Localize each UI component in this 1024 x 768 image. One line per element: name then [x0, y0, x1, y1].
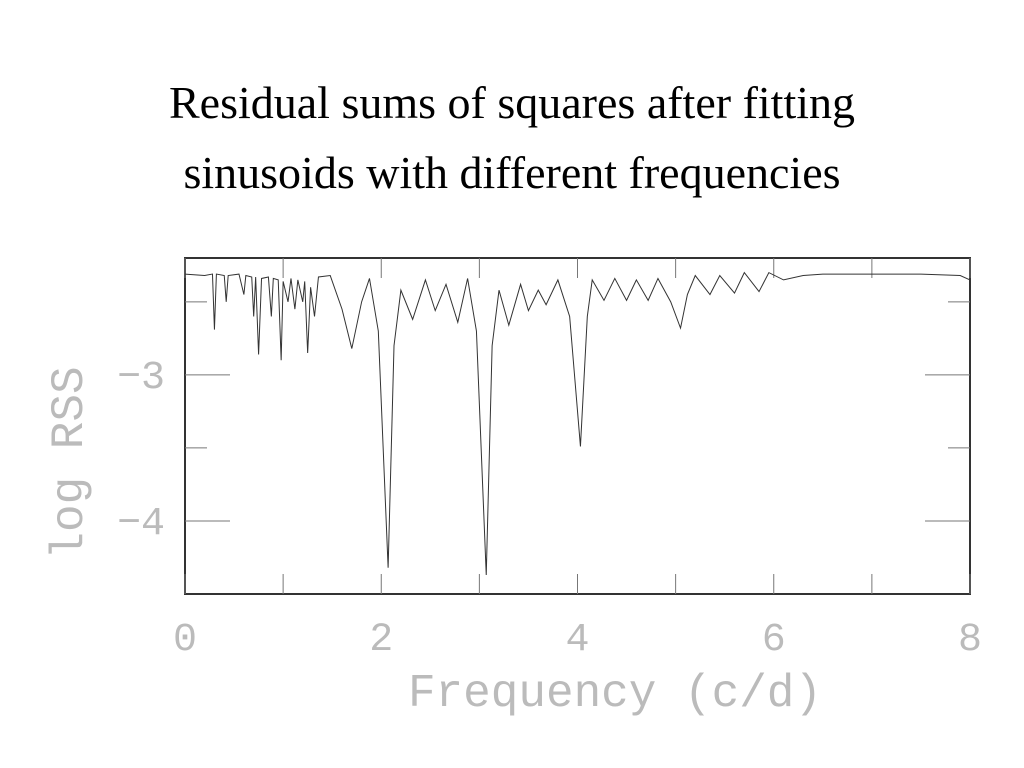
x-tick-label: 2	[369, 618, 393, 663]
data-line	[184, 271, 971, 576]
y-tick-label: −3	[117, 356, 165, 401]
x-tick-label: 4	[565, 618, 589, 663]
plot-frame	[184, 257, 971, 595]
title-line: Residual sums of squares after fitting	[169, 77, 855, 128]
y-axis-label: log RSS	[44, 366, 96, 559]
x-tick-label: 0	[173, 618, 197, 663]
x-tick-label: 6	[762, 618, 786, 663]
x-tick-label: 8	[958, 618, 982, 663]
y-tick-label: −4	[117, 502, 165, 547]
title-line: sinusoids with different frequencies	[183, 147, 840, 198]
x-axis-label: Frequency (c/d)	[408, 668, 822, 720]
